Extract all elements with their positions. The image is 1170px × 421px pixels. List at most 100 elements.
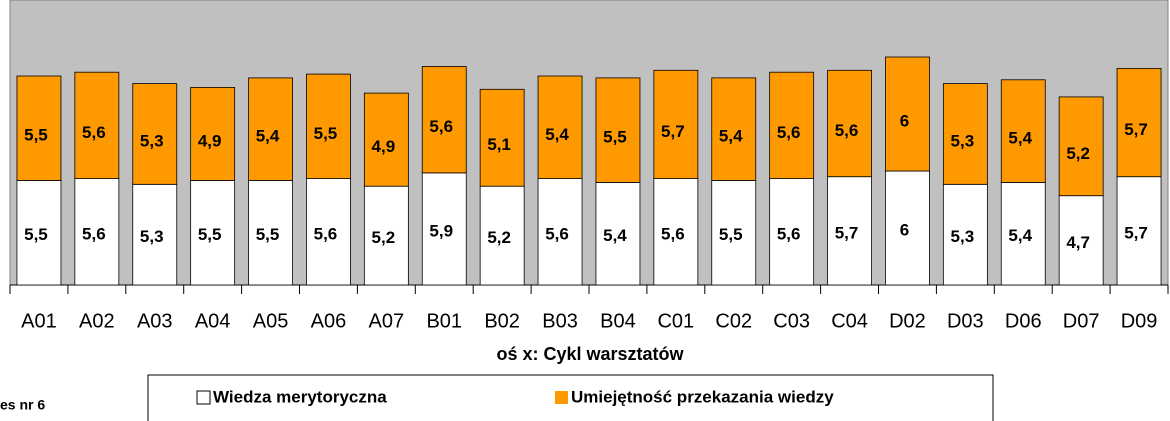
bar-segment xyxy=(1116,176,1162,286)
legend-label: Umiejętność przekazania wiedzy xyxy=(571,387,834,406)
data-label: 5,5 xyxy=(256,225,280,244)
bar-segment xyxy=(537,178,583,286)
legend-label: Wiedza merytoryczna xyxy=(213,387,387,406)
bar-segment xyxy=(885,170,930,286)
data-label: 5,5 xyxy=(24,225,48,244)
bar-segment xyxy=(421,66,467,174)
x-tick-label: B03 xyxy=(542,310,578,332)
x-tick-label: B04 xyxy=(600,310,636,332)
bar-segment xyxy=(306,178,351,286)
legend-marker xyxy=(196,390,211,405)
data-label: 5,7 xyxy=(1124,223,1148,242)
x-tick-label: A01 xyxy=(21,310,57,332)
x-tick-label: B01 xyxy=(426,310,462,332)
x-axis-title: oś x: Cykl warsztatów xyxy=(496,344,684,364)
data-label: 5,6 xyxy=(82,123,106,142)
bar-segment xyxy=(248,180,293,286)
bar-segment xyxy=(190,87,236,181)
data-label: 5,6 xyxy=(777,123,801,142)
bar-segment xyxy=(1000,181,1046,286)
bar-segment xyxy=(942,83,988,185)
x-tick-label: A05 xyxy=(253,310,289,332)
data-label: 5,7 xyxy=(835,223,859,242)
x-tick-label: D02 xyxy=(889,310,926,332)
x-tick-label: C01 xyxy=(657,310,694,332)
bar-segment xyxy=(306,73,351,179)
data-label: 5,3 xyxy=(140,227,164,246)
bar-segment xyxy=(74,71,120,179)
data-label: 5,7 xyxy=(1124,120,1148,139)
x-tick-label: A04 xyxy=(195,310,231,332)
x-tick-label: A07 xyxy=(369,310,405,332)
data-label: 5,4 xyxy=(603,226,627,245)
x-tick-label: C02 xyxy=(715,310,752,332)
bar-segment xyxy=(769,178,815,286)
data-label: 5,6 xyxy=(835,121,859,140)
data-label: 5,4 xyxy=(1008,226,1032,245)
x-tick-label: D07 xyxy=(1063,310,1100,332)
data-label: 5,4 xyxy=(545,125,569,144)
data-label: 5,4 xyxy=(719,127,743,146)
bar-segment xyxy=(537,75,583,179)
data-label: 5,4 xyxy=(256,127,280,146)
x-tick-label: A03 xyxy=(137,310,173,332)
data-label: 5,5 xyxy=(719,225,743,244)
data-label: 5,5 xyxy=(603,128,627,147)
bar-segment xyxy=(711,77,757,181)
data-label: 5,7 xyxy=(661,122,685,141)
data-label: 5,6 xyxy=(314,224,338,243)
data-label: 5,1 xyxy=(487,135,511,154)
footnote: es nr 6 xyxy=(0,397,45,413)
bar-segment xyxy=(190,180,236,286)
bar-segment xyxy=(363,92,409,187)
bar-segment xyxy=(1116,68,1162,178)
data-label: 5,5 xyxy=(314,124,338,143)
data-label: 6 xyxy=(900,111,909,130)
data-label: 5,5 xyxy=(24,126,48,145)
data-label: 5,6 xyxy=(777,224,801,243)
bar-segment xyxy=(653,69,699,180)
bar-segment xyxy=(74,178,120,286)
bar-segment xyxy=(1058,96,1104,197)
bar-segment xyxy=(1000,79,1046,183)
bar-segment xyxy=(827,176,872,286)
bar-segment xyxy=(363,185,409,286)
bar-segment xyxy=(653,178,699,286)
x-tick-label: D06 xyxy=(1005,310,1042,332)
data-label: 5,6 xyxy=(661,224,685,243)
x-tick-label: B02 xyxy=(484,310,520,332)
legend xyxy=(147,374,994,421)
data-label: 5,2 xyxy=(487,228,511,247)
bar-segment xyxy=(132,183,178,286)
bar-segment xyxy=(421,172,467,286)
data-label: 5,3 xyxy=(140,131,164,150)
data-label: 5,3 xyxy=(951,131,975,150)
x-tick-label: D03 xyxy=(947,310,984,332)
data-label: 5,2 xyxy=(1066,144,1090,163)
x-tick-label: D09 xyxy=(1121,310,1158,332)
data-label: 5,3 xyxy=(951,227,975,246)
data-label: 6 xyxy=(900,220,909,239)
data-label: 5,6 xyxy=(545,224,569,243)
data-label: 4,9 xyxy=(198,131,222,150)
data-label: 5,6 xyxy=(429,117,453,136)
bar-segment xyxy=(479,185,525,286)
bar-segment xyxy=(595,181,641,286)
bar-segment xyxy=(16,75,62,181)
data-label: 4,9 xyxy=(372,137,396,156)
data-label: 5,9 xyxy=(429,221,453,240)
legend-marker xyxy=(555,391,568,404)
bar-segment xyxy=(16,180,62,286)
bar-segment xyxy=(885,56,930,172)
x-tick-label: C03 xyxy=(773,310,810,332)
x-tick-label: A02 xyxy=(79,310,115,332)
plot-area xyxy=(9,0,1169,286)
data-label: 5,2 xyxy=(372,228,396,247)
data-label: 4,7 xyxy=(1066,233,1090,252)
bar-segment xyxy=(827,69,872,178)
x-tick-label: A06 xyxy=(311,310,347,332)
bar-segment xyxy=(132,83,178,185)
bar-segment xyxy=(769,71,815,179)
bar-segment xyxy=(595,77,641,183)
